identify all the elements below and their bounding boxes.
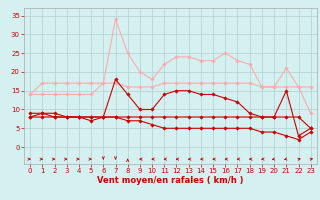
X-axis label: Vent moyen/en rafales ( km/h ): Vent moyen/en rafales ( km/h ) bbox=[97, 176, 244, 185]
